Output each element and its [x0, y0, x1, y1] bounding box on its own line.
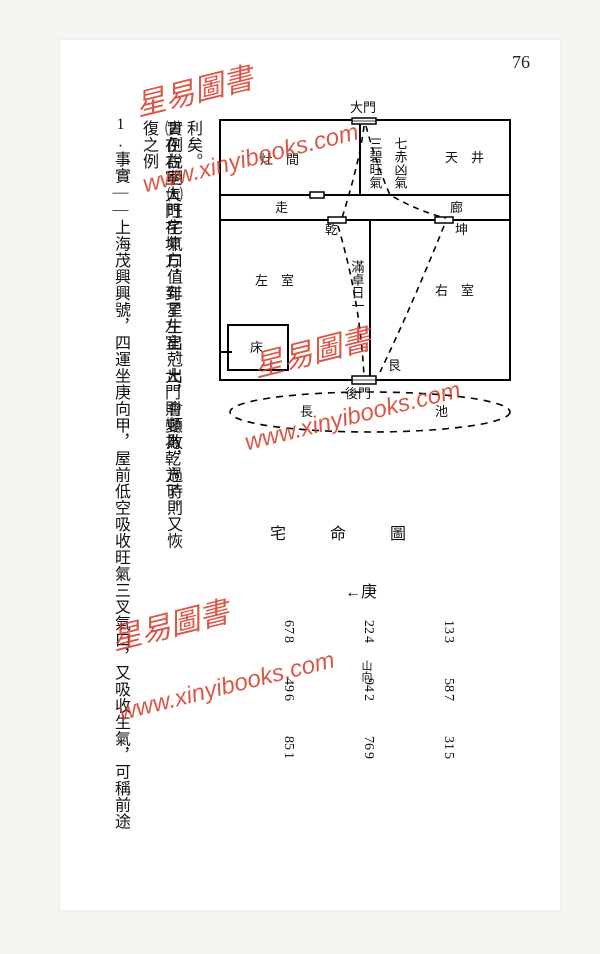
grid-cell: 5	[440, 752, 456, 759]
label-gen: 艮	[388, 358, 401, 373]
grid-cell: 9	[360, 752, 376, 759]
grid-cell: 22	[360, 620, 376, 634]
label-corr-left: 走	[275, 200, 288, 215]
label-qichi: 七赤凶氣	[393, 137, 408, 189]
label-tianjing: 天 井	[445, 150, 484, 165]
grid-cell: 58	[440, 678, 456, 692]
grid-cell: 31	[440, 736, 456, 750]
grid-cell: 7	[440, 694, 456, 701]
label-center-vert: 滿卓日一	[350, 259, 365, 312]
grid-cell: 76	[360, 736, 376, 750]
label-damen: 大門	[350, 100, 376, 115]
label-corr-right: 廊	[450, 200, 463, 215]
grid-cell: 4	[360, 636, 376, 643]
grid-cell: 1	[280, 752, 296, 759]
label-sanbi: 三碧旺氣	[368, 137, 383, 189]
label-qian: 乾	[325, 222, 338, 237]
label-kun: 坤	[455, 222, 468, 237]
label-rightroom: 右 室	[435, 283, 474, 298]
grid-cell: 13	[440, 620, 456, 634]
grid-cell: 3	[440, 636, 456, 643]
label-leftroom: 左 室	[255, 273, 294, 288]
grid-center-label: 山向	[358, 660, 374, 682]
grid-cell: 85	[280, 736, 296, 750]
grid-cell: 67	[280, 620, 296, 634]
page-number: 76	[512, 52, 530, 73]
chart-arrow: ←庚	[345, 578, 377, 602]
grid-cell: 8	[280, 636, 296, 643]
scanned-page: 76 大門	[60, 40, 560, 910]
grid-cell: 6	[280, 694, 296, 701]
chart-title: 宅 命 圖	[270, 520, 420, 544]
text-column: 1.事實——上海茂興興號，四運坐庚向甲，屋前低空吸收旺氣三叉氣口，又吸收生氣，可…	[108, 116, 132, 876]
grid-cell: 2	[360, 694, 376, 701]
